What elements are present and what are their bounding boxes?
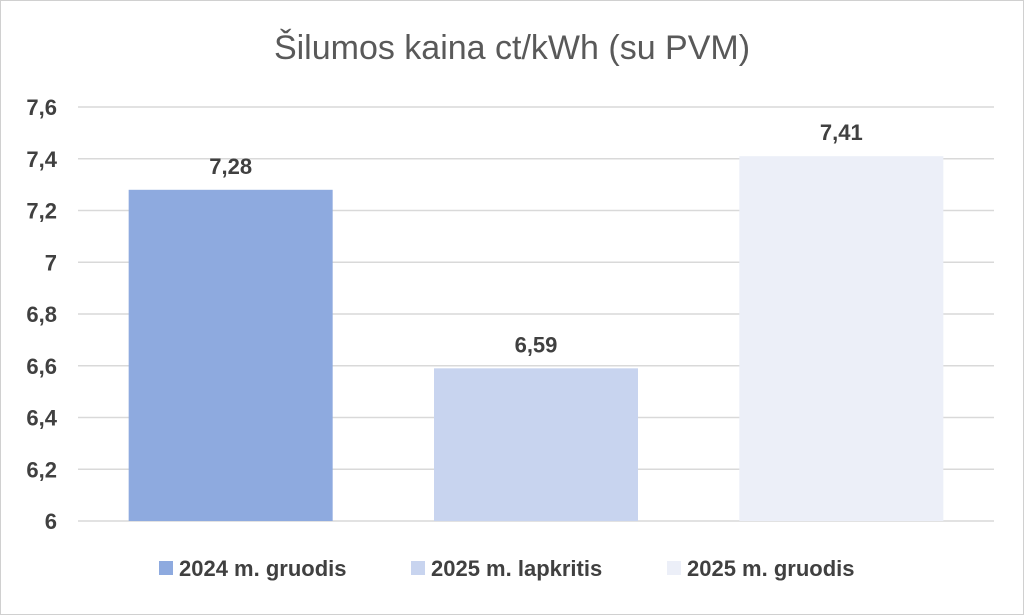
y-tick-label: 7 bbox=[45, 250, 57, 275]
legend-entry: 2025 m. lapkritis bbox=[431, 556, 602, 581]
legend-entry: 2025 m. gruodis bbox=[687, 556, 855, 581]
legend-swatch bbox=[667, 561, 681, 575]
y-tick-label: 6 bbox=[45, 509, 57, 534]
legend-entry: 2024 m. gruodis bbox=[179, 556, 347, 581]
y-tick-label: 6,4 bbox=[26, 406, 57, 431]
bar bbox=[128, 189, 333, 522]
bars bbox=[128, 156, 944, 522]
y-tick-label: 6,6 bbox=[26, 354, 57, 379]
data-label: 7,41 bbox=[820, 120, 863, 145]
bar bbox=[434, 368, 638, 521]
legend-swatch bbox=[159, 561, 173, 575]
y-axis-tick-labels: 6 6,2 6,4 6,6 6,8 7 7,2 7,4 7,6 bbox=[26, 95, 57, 534]
chart-title: Šilumos kaina ct/kWh (su PVM) bbox=[274, 29, 750, 67]
y-tick-label: 7,6 bbox=[26, 95, 57, 120]
bar bbox=[739, 156, 944, 521]
legend: 2024 m. gruodis 2025 m. lapkritis 2025 m. … bbox=[159, 556, 855, 581]
y-tick-label: 7,2 bbox=[26, 199, 57, 224]
legend-swatch bbox=[411, 561, 425, 575]
y-tick-label: 6,2 bbox=[26, 457, 57, 482]
data-labels: 7,28 6,59 7,41 bbox=[209, 120, 862, 357]
y-tick-label: 7,4 bbox=[26, 147, 57, 172]
data-label: 7,28 bbox=[209, 154, 252, 179]
y-tick-label: 6,8 bbox=[26, 302, 57, 327]
data-label: 6,59 bbox=[515, 332, 558, 357]
